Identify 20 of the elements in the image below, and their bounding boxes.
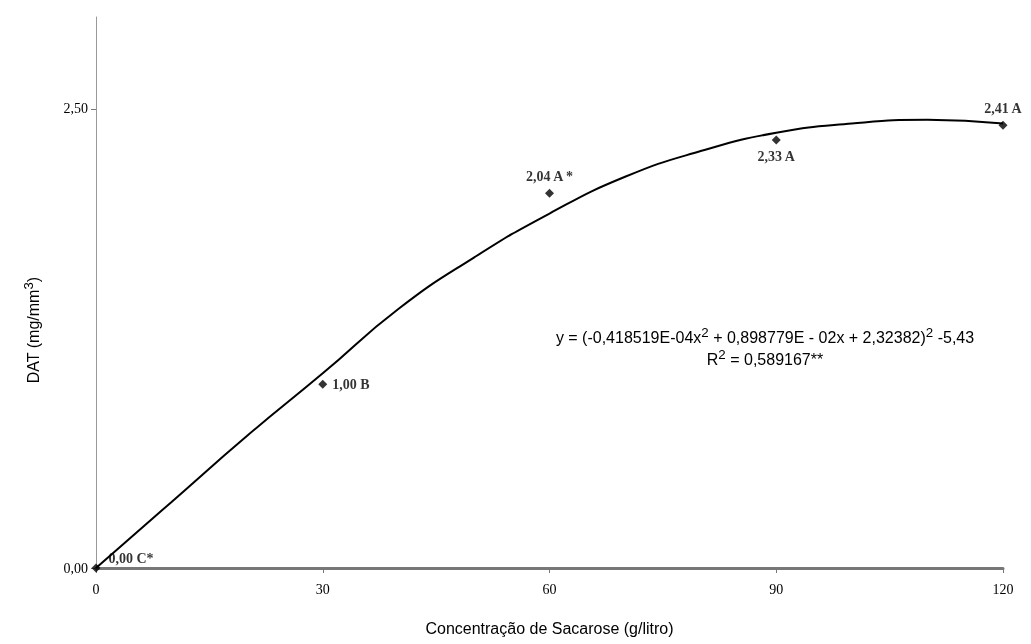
x-axis-title: Concentração de Sacarose (g/litro)	[425, 619, 674, 637]
y-tick-label: 2,50	[63, 101, 88, 117]
x-tick-label: 120	[992, 581, 1014, 597]
x-tick-label: 90	[769, 581, 784, 597]
annotation: y = (-0,418519E-04x$^{2}$ + 0,898779E - 02x + 2,32382)$^{2}$ -5,43	[554, 325, 976, 348]
point	[771, 135, 781, 145]
point	[545, 188, 554, 198]
point	[91, 563, 101, 573]
point	[998, 120, 1008, 130]
data-label: 0,00 C*	[108, 551, 154, 566]
data-label: 2,41 A	[984, 101, 1023, 117]
data-label: 1,00 B	[332, 376, 370, 392]
data-label: 2,33 A	[757, 149, 796, 165]
x-tick-label: 0	[92, 581, 100, 597]
x-tick-label: 30	[315, 581, 330, 597]
annotation: R$^{2}$ = 0,589167**	[705, 347, 825, 370]
point	[318, 379, 328, 389]
y-tick-label: 0,00	[63, 560, 88, 576]
data-label: 2,04 A *	[525, 169, 574, 185]
x-tick-label: 60	[542, 581, 557, 597]
